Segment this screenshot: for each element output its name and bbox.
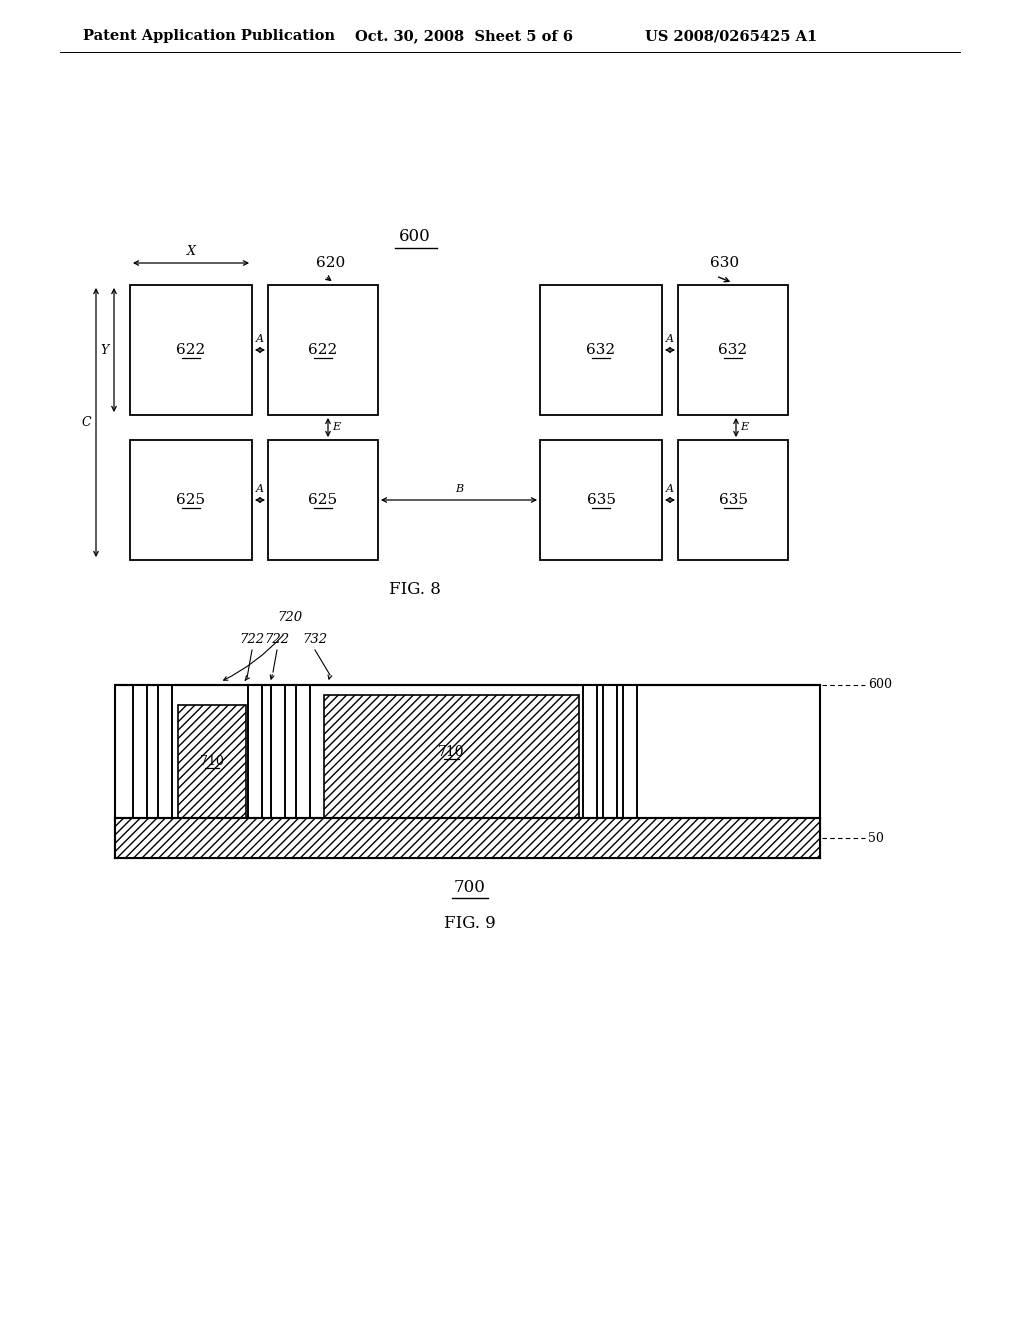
Text: Oct. 30, 2008  Sheet 5 of 6: Oct. 30, 2008 Sheet 5 of 6 [355,29,573,44]
Text: B: B [455,484,463,494]
Text: 732: 732 [302,634,328,645]
Bar [583,685,597,818]
Text: 635: 635 [719,492,748,507]
Bar [133,685,147,818]
Bar [268,285,378,414]
Bar [271,685,285,818]
Text: X: X [186,246,196,257]
Text: 620: 620 [316,256,345,271]
Text: Patent Application Publication: Patent Application Publication [83,29,335,44]
Bar [324,696,579,818]
Bar [158,685,172,818]
Text: 50: 50 [868,832,884,845]
Text: 622: 622 [176,343,206,356]
Bar [268,440,378,560]
Bar [115,818,820,858]
Bar [130,285,252,414]
Bar [678,285,788,414]
Text: 600: 600 [868,678,892,692]
Text: 625: 625 [176,492,206,507]
Bar [248,685,262,818]
Text: A: A [256,334,264,345]
Bar [678,440,788,560]
Bar [540,440,662,560]
Text: 635: 635 [587,492,615,507]
Text: 630: 630 [710,256,739,271]
Bar [130,440,252,560]
Bar [296,685,310,818]
Text: Y: Y [100,343,109,356]
Text: A: A [666,334,674,345]
Text: FIG. 8: FIG. 8 [389,582,441,598]
Text: 700: 700 [454,879,486,896]
Bar [603,685,617,818]
Text: 622: 622 [308,343,338,356]
Text: E: E [332,422,340,433]
Bar [540,285,662,414]
Text: US 2008/0265425 A1: US 2008/0265425 A1 [645,29,817,44]
Bar [623,685,637,818]
Text: A: A [666,484,674,494]
Text: 632: 632 [587,343,615,356]
Text: E: E [740,422,749,433]
Text: 722: 722 [240,634,264,645]
Bar [296,685,310,818]
Text: A: A [256,484,264,494]
Bar [603,685,617,818]
Bar [115,685,820,858]
Text: FIG. 9: FIG. 9 [444,915,496,932]
Text: 600: 600 [399,228,431,246]
Bar [583,685,597,818]
Text: C: C [81,416,91,429]
Text: 722: 722 [264,634,290,645]
Bar [133,685,147,818]
Bar [248,685,262,818]
Text: 710: 710 [200,755,224,768]
Bar [158,685,172,818]
Bar [623,685,637,818]
Text: 710: 710 [438,744,465,759]
Text: 625: 625 [308,492,338,507]
Text: 720: 720 [278,611,302,624]
Bar [178,705,246,818]
Bar [271,685,285,818]
Text: 632: 632 [719,343,748,356]
